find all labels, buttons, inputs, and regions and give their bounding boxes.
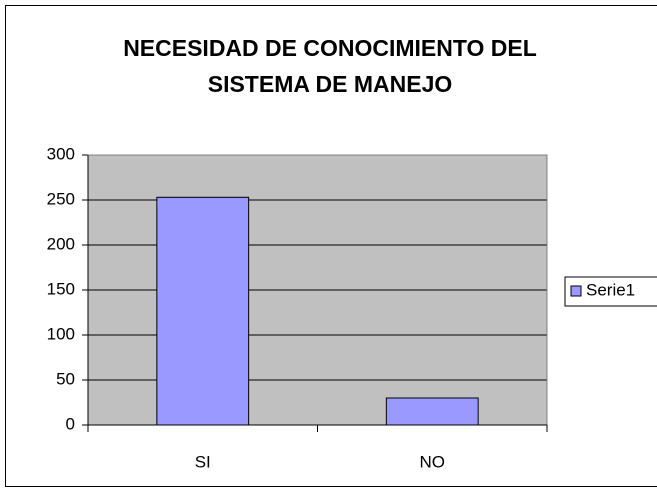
- y-tick-label: 250: [47, 189, 75, 208]
- y-tick-label: 100: [47, 324, 75, 343]
- legend-box: [564, 276, 657, 307]
- legend-label: Serie1: [586, 280, 635, 299]
- bar: [385, 397, 479, 426]
- legend-swatch: [570, 285, 582, 297]
- x-tick-label: NO: [420, 452, 446, 471]
- chart-title: NECESIDAD DE CONOCIMIENTO DEL SISTEMA DE…: [123, 35, 537, 97]
- y-tick-label: 50: [56, 369, 75, 388]
- y-tick-label: 200: [47, 234, 75, 253]
- x-tick-label: SI: [195, 452, 211, 471]
- y-tick-label: 300: [47, 144, 75, 163]
- y-tick-label: 0: [66, 414, 75, 433]
- bar: [156, 196, 250, 426]
- y-tick-label: 150: [47, 279, 75, 298]
